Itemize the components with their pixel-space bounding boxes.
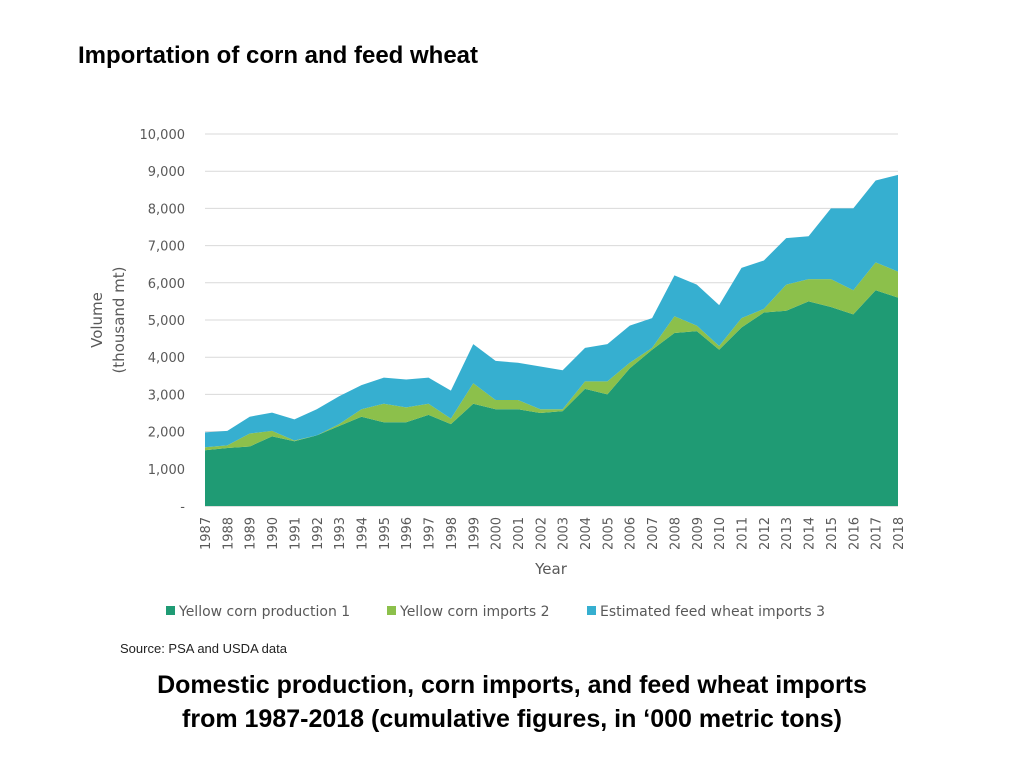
legend-label-3: Estimated feed wheat imports 3 bbox=[600, 604, 825, 620]
y-tick-label: 6,000 bbox=[148, 277, 185, 292]
x-axis-title: Year bbox=[534, 560, 568, 578]
caption: Domestic production, corn imports, and f… bbox=[0, 668, 1024, 736]
y-tick-label: 4,000 bbox=[148, 351, 185, 366]
x-tick-label: 1995 bbox=[378, 517, 393, 550]
x-tick-label: 2003 bbox=[557, 517, 572, 550]
x-tick-label: 1991 bbox=[288, 517, 303, 550]
x-tick-label: 1999 bbox=[467, 517, 482, 550]
legend-label-1: Yellow corn production 1 bbox=[178, 604, 350, 620]
y-axis-ticks: - 1,000 2,000 3,000 4,000 5,000 6,000 7,000 8,00… bbox=[140, 128, 186, 515]
x-tick-label: 1993 bbox=[333, 517, 348, 550]
x-tick-label: 2016 bbox=[847, 517, 862, 550]
x-tick-label: 2005 bbox=[601, 517, 616, 550]
x-tick-label: 2000 bbox=[490, 517, 505, 550]
x-tick-label: 2006 bbox=[624, 517, 639, 550]
y-tick-label: - bbox=[180, 500, 185, 515]
y-tick-label: 10,000 bbox=[140, 128, 186, 143]
x-tick-label: 2015 bbox=[825, 517, 840, 550]
x-tick-label: 2009 bbox=[691, 517, 706, 550]
y-tick-label: 9,000 bbox=[148, 165, 185, 180]
x-tick-label: 2008 bbox=[668, 517, 683, 550]
y-tick-label: 1,000 bbox=[148, 463, 185, 478]
source-note: Source: PSA and USDA data bbox=[120, 641, 287, 656]
x-tick-label: 2014 bbox=[803, 517, 818, 550]
legend-swatch-2 bbox=[387, 606, 396, 615]
x-tick-label: 1989 bbox=[244, 517, 259, 550]
y-axis-title-line2: (thousand mt) bbox=[110, 266, 128, 373]
caption-line-2: from 1987-2018 (cumulative figures, in ‘… bbox=[182, 705, 842, 733]
area-series-1 bbox=[205, 290, 898, 506]
y-axis-title-line1: Volume bbox=[88, 292, 106, 348]
x-tick-label: 1992 bbox=[311, 517, 326, 550]
y-tick-label: 2,000 bbox=[148, 426, 185, 441]
x-tick-label: 1998 bbox=[445, 517, 460, 550]
x-tick-label: 2018 bbox=[892, 517, 907, 550]
x-tick-label: 2011 bbox=[736, 517, 751, 550]
caption-line-1: Domestic production, corn imports, and f… bbox=[157, 671, 867, 699]
area-series-2 bbox=[205, 262, 898, 451]
x-tick-label: 2001 bbox=[512, 517, 527, 550]
area-series-3 bbox=[205, 174, 898, 448]
x-tick-label: 2004 bbox=[579, 517, 594, 550]
x-tick-label: 2012 bbox=[758, 517, 773, 550]
x-tick-label: 1990 bbox=[266, 517, 281, 550]
y-tick-label: 7,000 bbox=[148, 240, 185, 255]
x-tick-label: 2010 bbox=[713, 517, 728, 550]
x-tick-label: 1994 bbox=[355, 517, 370, 550]
x-tick-label: 2002 bbox=[534, 517, 549, 550]
area-series bbox=[205, 174, 898, 506]
x-axis-ticks: 1987 1988 1989 1990 1991 1992 1993 1994 1995 1996… bbox=[199, 517, 907, 550]
y-tick-label: 8,000 bbox=[148, 202, 185, 217]
x-tick-label: 2017 bbox=[870, 517, 885, 550]
x-tick-label: 2013 bbox=[780, 517, 795, 550]
x-tick-label: 2007 bbox=[646, 517, 661, 550]
x-tick-label: 1988 bbox=[221, 517, 236, 550]
x-tick-label: 1987 bbox=[199, 517, 214, 550]
legend-swatch-1 bbox=[166, 606, 175, 615]
legend-label-2: Yellow corn imports 2 bbox=[399, 604, 550, 620]
slide-title: Importation of corn and feed wheat bbox=[78, 42, 479, 69]
legend-swatch-3 bbox=[587, 606, 596, 615]
y-tick-label: 3,000 bbox=[148, 388, 185, 403]
x-tick-label: 1996 bbox=[400, 517, 415, 550]
legend: Yellow corn production 1 Yellow corn impo… bbox=[166, 604, 825, 620]
stacked-area-chart: - 1,000 2,000 3,000 4,000 5,000 6,000 7,000 8,00… bbox=[88, 128, 907, 620]
y-tick-label: 5,000 bbox=[148, 314, 185, 329]
x-tick-label: 1997 bbox=[423, 517, 438, 550]
